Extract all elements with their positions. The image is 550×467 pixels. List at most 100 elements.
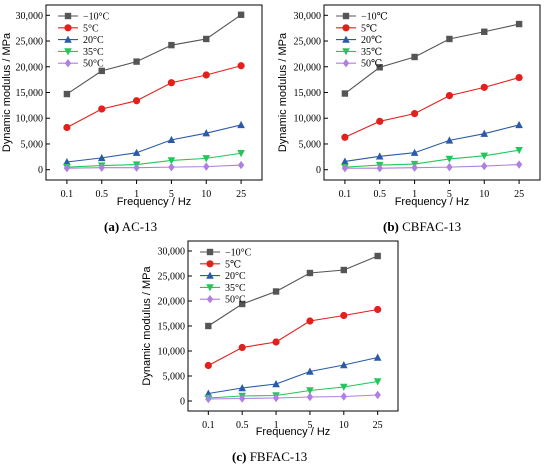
data-point bbox=[168, 162, 175, 172]
legend-label: −10°C bbox=[83, 12, 110, 23]
data-point bbox=[97, 153, 106, 162]
legend-marker bbox=[342, 12, 350, 20]
data-point bbox=[167, 157, 176, 165]
data-point bbox=[373, 378, 382, 386]
series-line bbox=[66, 65, 242, 128]
series-line bbox=[208, 255, 378, 327]
legend-marker bbox=[64, 59, 72, 68]
chart-cbfac13: 0 5,000 10,000 15,000 20,000 25,000 30,000 0.1 0… bbox=[277, 4, 541, 208]
y-tick-label: 15,000 bbox=[16, 88, 44, 99]
caption-c-text: FBFAC-13 bbox=[246, 449, 308, 464]
data-point bbox=[167, 135, 176, 144]
y-axis-title: Dynamic modulus / MPa bbox=[1, 32, 13, 152]
legend-marker bbox=[206, 260, 214, 268]
y-tick-label: 15,000 bbox=[294, 88, 322, 99]
data-point bbox=[446, 35, 453, 43]
data-point bbox=[341, 90, 349, 97]
y-tick-label: 30,000 bbox=[294, 11, 322, 22]
data-point bbox=[306, 317, 314, 325]
caption-b-letter: (b) bbox=[383, 219, 399, 234]
data-point bbox=[411, 53, 418, 61]
legend-label: 35°C bbox=[83, 47, 104, 58]
data-point bbox=[340, 383, 348, 391]
series-line bbox=[344, 124, 520, 163]
legend-label: −10°C bbox=[225, 248, 252, 259]
data-point bbox=[481, 161, 488, 171]
data-point bbox=[445, 91, 454, 100]
data-point bbox=[98, 163, 105, 172]
data-point bbox=[515, 146, 523, 155]
data-point bbox=[480, 83, 488, 91]
legend-label: 35℃ bbox=[361, 47, 382, 58]
legend-label: 20°C bbox=[83, 35, 104, 46]
legend-marker bbox=[342, 24, 350, 32]
data-point bbox=[306, 367, 314, 375]
legend-marker bbox=[206, 284, 214, 292]
y-tick-label: 20,000 bbox=[294, 62, 322, 73]
series-line bbox=[344, 149, 520, 168]
data-point bbox=[272, 393, 280, 403]
data-point bbox=[237, 120, 245, 129]
y-tick-label: 25,000 bbox=[294, 37, 322, 48]
data-point bbox=[237, 150, 245, 158]
legend-marker bbox=[206, 248, 214, 256]
data-point bbox=[341, 163, 349, 173]
y-tick-label: 10,000 bbox=[16, 114, 44, 125]
data-point bbox=[340, 361, 348, 369]
data-point bbox=[341, 133, 349, 141]
data-point bbox=[205, 322, 212, 330]
data-point bbox=[205, 394, 212, 404]
x-tick-label: 0.5 bbox=[373, 189, 386, 200]
data-point bbox=[515, 160, 523, 169]
data-point bbox=[167, 79, 176, 87]
y-axis-title: Dynamic modulus / MPa bbox=[141, 266, 153, 386]
data-point bbox=[445, 155, 454, 163]
legend-marker bbox=[206, 271, 214, 279]
x-tick-label: 10 bbox=[201, 189, 211, 200]
legend-marker bbox=[342, 35, 350, 43]
legend-label: 5℃ bbox=[361, 23, 377, 34]
y-tick-label: 0 bbox=[316, 165, 321, 176]
data-point bbox=[168, 41, 175, 49]
x-tick-label: 1 bbox=[274, 420, 279, 431]
y-tick-label: 25,000 bbox=[158, 272, 186, 283]
y-tick-label: 0 bbox=[38, 165, 43, 176]
y-tick-label: 10,000 bbox=[294, 114, 322, 125]
data-point bbox=[272, 288, 280, 295]
x-tick-label: 25 bbox=[514, 189, 524, 200]
x-tick-label: 1 bbox=[412, 189, 417, 200]
legend-label: 20℃ bbox=[361, 35, 382, 46]
x-tick-label: 0.5 bbox=[95, 189, 108, 200]
data-point bbox=[341, 157, 349, 165]
data-point bbox=[203, 162, 210, 171]
legend-marker bbox=[342, 48, 350, 56]
data-point bbox=[238, 384, 246, 392]
series-line bbox=[66, 124, 242, 163]
y-tick-label: 15,000 bbox=[158, 322, 186, 333]
data-point bbox=[515, 73, 523, 82]
chart-panel-a: 0 5,000 10,000 15,000 20,000 25,000 30,000 0.1 0… bbox=[0, 0, 272, 218]
data-point bbox=[238, 343, 246, 352]
x-tick-label: 0.1 bbox=[61, 189, 74, 200]
data-point bbox=[238, 394, 246, 403]
legend-label: −10℃ bbox=[361, 12, 388, 23]
legend-marker bbox=[64, 24, 72, 32]
y-axis-title: Dynamic modulus / MPa bbox=[277, 32, 289, 152]
data-point bbox=[202, 155, 211, 163]
plot-frame bbox=[323, 4, 541, 181]
data-point bbox=[480, 129, 489, 137]
caption-b: (b) CBFAC-13 bbox=[383, 219, 461, 235]
data-point bbox=[374, 305, 382, 314]
caption-a-text: AC-13 bbox=[119, 219, 158, 234]
data-point bbox=[132, 148, 141, 156]
data-point bbox=[306, 387, 314, 395]
data-point bbox=[133, 163, 140, 172]
data-point bbox=[340, 392, 348, 401]
x-tick-label: 10 bbox=[339, 420, 349, 431]
caption-c-letter: (c) bbox=[232, 449, 247, 464]
data-point bbox=[133, 58, 140, 65]
x-tick-label: 5 bbox=[307, 420, 312, 431]
data-point bbox=[515, 120, 523, 129]
legend-marker bbox=[64, 35, 72, 43]
data-point bbox=[376, 117, 384, 125]
